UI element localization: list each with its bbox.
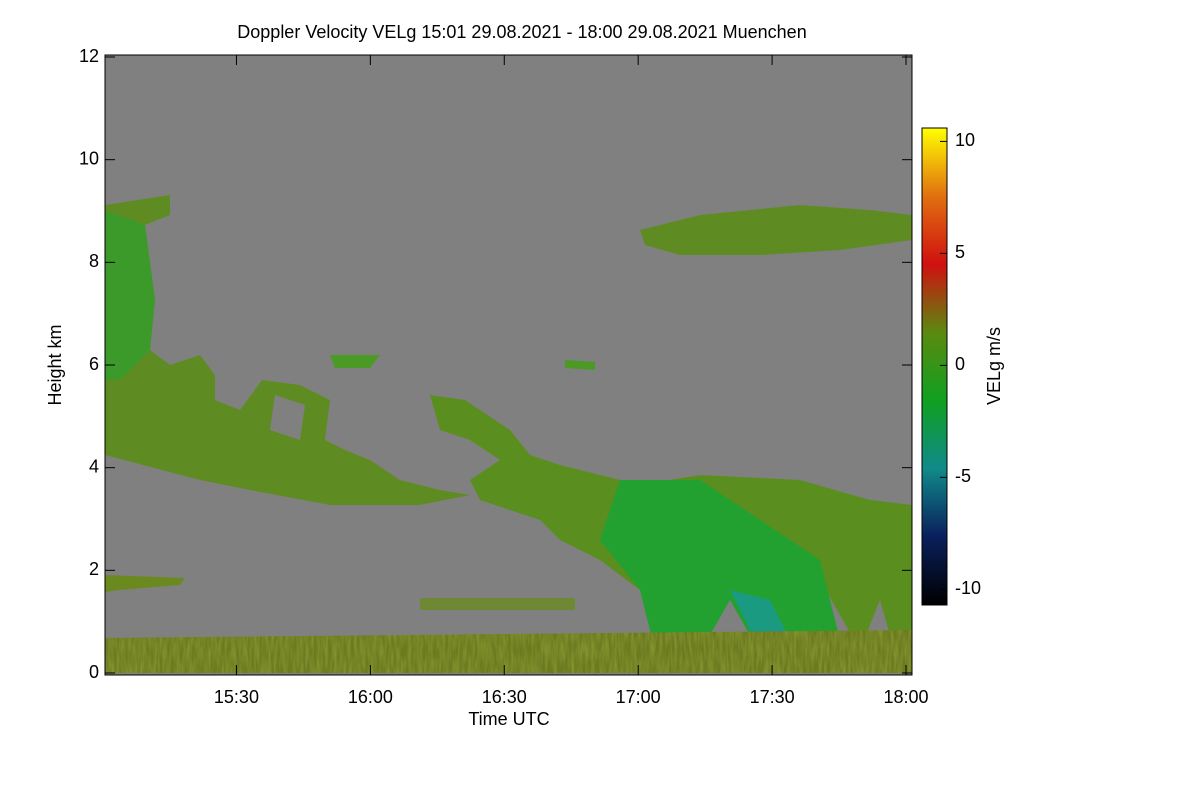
y-tick-label: 10 [79, 148, 99, 168]
y-axis-label: Height km [45, 324, 65, 405]
x-tick-label: 17:30 [750, 687, 795, 707]
x-axis-label: Time UTC [468, 709, 549, 729]
cloud-region [640, 205, 912, 255]
chart-title: Doppler Velocity VELg 15:01 29.08.2021 -… [237, 22, 806, 42]
cloud-region [105, 210, 155, 380]
cloud-region [105, 575, 185, 592]
y-tick-label: 2 [89, 559, 99, 579]
x-tick-label: 18:00 [883, 687, 928, 707]
colorbar-label: VELg m/s [984, 327, 1004, 405]
y-tick-label: 6 [89, 354, 99, 374]
x-tick-label: 15:30 [214, 687, 259, 707]
y-tick-label: 8 [89, 251, 99, 271]
y-tick-label: 12 [79, 46, 99, 66]
cloud-gap [270, 395, 305, 440]
x-tick-label: 16:30 [482, 687, 527, 707]
colorbar-tick-label: 0 [955, 354, 965, 374]
cloud-region [565, 360, 595, 370]
colorbar-tick-label: -5 [955, 466, 971, 486]
colorbar-tick-label: 5 [955, 242, 965, 262]
colorbar-tick-label: 10 [955, 130, 975, 150]
field [105, 55, 912, 675]
cloud-region [105, 195, 470, 505]
colorbar-tick-label: -10 [955, 578, 981, 598]
x-tick-label: 16:00 [348, 687, 393, 707]
cloud-region [420, 598, 575, 610]
texture [105, 630, 912, 673]
cloud-region [330, 355, 380, 368]
x-tick-label: 17:00 [616, 687, 661, 707]
colorbar [921, 127, 948, 606]
y-tick-label: 4 [89, 456, 99, 476]
y-tick-label: 0 [89, 662, 99, 682]
